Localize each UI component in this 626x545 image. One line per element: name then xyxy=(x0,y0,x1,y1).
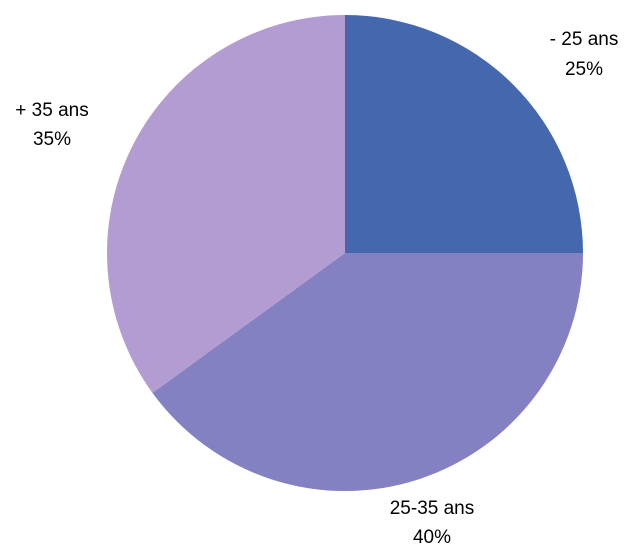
slice-value-label-25-35-ans: 40% xyxy=(413,527,451,545)
pie-slice-35-ans xyxy=(106,15,345,393)
slice-label-25-35-ans: 25-35 ans xyxy=(390,498,475,519)
pie-slice-25-35-ans xyxy=(152,253,583,492)
slice-value-label-25-ans: 25% xyxy=(565,59,603,80)
slice-label-25-ans: - 25 ans xyxy=(550,29,619,50)
pie-labels: - 25 ans 25% 25-35 ans 40% + 35 ans 35% xyxy=(15,29,618,545)
pie-slice-25-ans xyxy=(345,15,583,253)
slice-label-35-ans: + 35 ans xyxy=(15,100,88,121)
slice-value-label-35-ans: 35% xyxy=(33,129,71,150)
pie-slices xyxy=(106,15,583,492)
